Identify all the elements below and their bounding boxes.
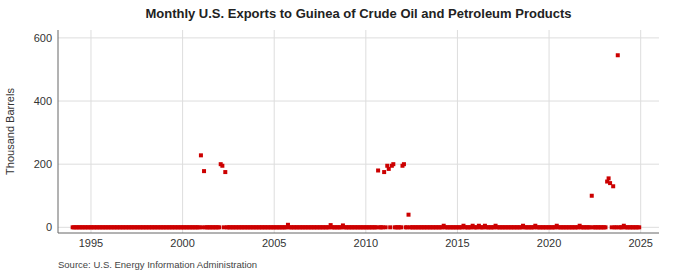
data-point [384,225,388,229]
y-grid-line [58,164,659,165]
y-tick-label: 600 [34,32,52,44]
data-point [607,176,611,180]
x-grid-line [274,30,275,233]
x-axis-line [58,233,659,234]
chart-container: 1995 2000 2005 2010 2015 2020 2025 0 200 400 600 Mo… [0,0,675,275]
x-grid-line [182,30,183,233]
x-grid-line [365,30,366,233]
data-point [220,164,224,168]
chart-title: Monthly U.S. Exports to Guinea of Crude … [145,6,571,21]
chart-svg: 1995 2000 2005 2010 2015 2020 2025 0 200 400 600 Mo… [0,0,675,275]
x-tick-label: 1995 [79,237,103,249]
data-point [603,225,607,229]
x-tick-label: 2015 [445,237,469,249]
data-point [382,170,386,174]
data-point [202,169,206,173]
data-point [616,53,620,57]
data-point [391,162,395,166]
data-point [407,213,411,217]
tick-labels: 1995 2000 2005 2010 2015 2020 2025 0 200 400 600 [34,32,653,249]
x-tick-label: 2010 [354,237,378,249]
data-point [217,225,221,229]
data-point [590,194,594,198]
data-point [376,168,380,172]
grid [58,30,659,233]
y-tick-label: 0 [46,221,52,233]
data-points [71,53,642,229]
data-point [388,225,392,229]
y-axis-line [58,30,59,233]
data-point [399,225,403,229]
x-tick-label: 2000 [170,237,194,249]
x-tick-label: 2025 [628,237,652,249]
x-tick-label: 2005 [262,237,286,249]
y-grid-line [58,37,659,38]
x-grid-line [549,30,550,233]
data-point [611,184,615,188]
source-note: Source: U.S. Energy Information Administ… [58,259,257,270]
data-point [199,153,203,157]
y-tick-label: 400 [34,95,52,107]
data-point [402,162,406,166]
data-point [637,225,641,229]
x-grid-line [90,30,91,233]
y-axis-label: Thousand Barrels [4,88,16,175]
data-point [223,170,227,174]
x-tick-label: 2020 [537,237,561,249]
x-grid-line [640,30,641,233]
y-grid-line [58,101,659,102]
y-tick-label: 200 [34,158,52,170]
x-grid-line [457,30,458,233]
